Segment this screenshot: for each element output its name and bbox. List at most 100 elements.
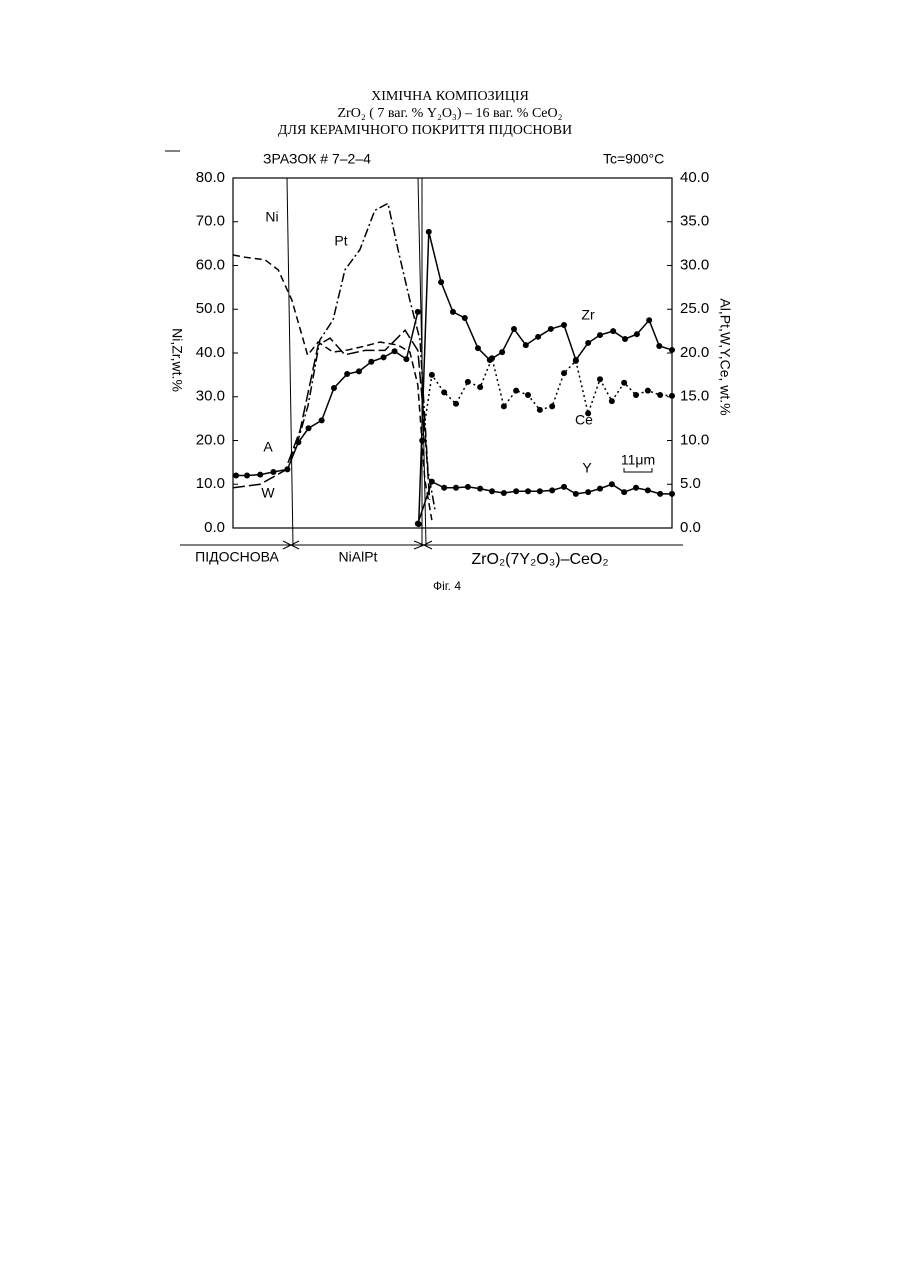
y2-tick-label: 35.0 (680, 213, 709, 230)
y2-tick-label: 15.0 (680, 388, 709, 405)
data-point (645, 487, 651, 493)
data-point (368, 359, 374, 365)
data-point (415, 521, 421, 527)
data-point (561, 484, 567, 490)
data-point (610, 328, 616, 334)
y2-tick-label: 0.0 (680, 519, 701, 536)
data-point (453, 401, 459, 407)
data-point (548, 326, 554, 332)
y2-tick-label: 25.0 (680, 300, 709, 317)
data-point (233, 473, 239, 479)
data-point (656, 343, 662, 349)
title-line: ХІМІЧНА КОМПОЗИЦІЯ (371, 89, 529, 104)
data-point (633, 485, 639, 491)
data-point (573, 358, 579, 364)
y2-tick-label: 5.0 (680, 475, 701, 492)
data-point (438, 279, 444, 285)
data-point (465, 484, 471, 490)
data-point (244, 473, 250, 479)
data-point (585, 489, 591, 495)
data-point (477, 486, 483, 492)
y-tick-label: 10.0 (196, 475, 225, 492)
data-point (426, 229, 432, 235)
y-tick-label: 80.0 (196, 169, 225, 186)
data-point (489, 355, 495, 361)
data-point (609, 481, 615, 487)
data-point (429, 372, 435, 378)
data-point (511, 326, 517, 332)
data-point (669, 491, 675, 497)
y2-tick-label: 30.0 (680, 256, 709, 273)
y-tick-label: 0.0 (204, 519, 225, 536)
y2-axis-label: Al,Pt,W,Y,Ce, wt.% (717, 298, 733, 415)
data-point (331, 385, 337, 391)
region-label: NiAlPt (339, 549, 378, 565)
series-label: Ni (265, 209, 278, 225)
boundary (287, 178, 293, 545)
data-point (597, 486, 603, 492)
data-point (633, 392, 639, 398)
data-point (573, 491, 579, 497)
series-label: Y (582, 460, 592, 476)
data-point (525, 392, 531, 398)
page: {"chart_data": { "type": "line", "title"… (0, 0, 901, 1273)
data-point (462, 315, 468, 321)
data-point (344, 371, 350, 377)
data-point (622, 336, 628, 342)
y-tick-label: 60.0 (196, 256, 225, 273)
y-tick-label: 20.0 (196, 431, 225, 448)
data-point (319, 417, 325, 423)
data-point (597, 376, 603, 382)
region-label: ZrO₂(7Y₂O₃)–CeO₂ (471, 551, 608, 568)
title-line: ZrO₂ ( 7 ваг. % Y₂O₃) – 16 ваг. % CeO₂ (338, 106, 563, 121)
data-point (441, 485, 447, 491)
data-point (646, 317, 652, 323)
data-point (535, 334, 541, 340)
series-label: Zr (581, 307, 595, 323)
scale-bar-label: 11μm (621, 452, 655, 468)
series-label: Pt (334, 233, 347, 249)
y2-tick-label: 40.0 (680, 169, 709, 186)
series-line (419, 232, 672, 524)
caption: Фіг. 4 (433, 579, 461, 593)
y-tick-label: 40.0 (196, 344, 225, 361)
data-point (392, 348, 398, 354)
data-point (561, 370, 567, 376)
data-point (645, 388, 651, 394)
data-point (621, 489, 627, 495)
y-tick-label: 70.0 (196, 213, 225, 230)
temperature-label: Tc=900°C (603, 151, 664, 167)
data-point (441, 389, 447, 395)
data-point (585, 340, 591, 346)
y2-tick-label: 10.0 (680, 431, 709, 448)
data-point (415, 309, 421, 315)
data-point (419, 438, 425, 444)
series-label: Ce (575, 412, 593, 428)
data-point (523, 342, 529, 348)
data-point (669, 393, 675, 399)
data-point (597, 332, 603, 338)
data-point (356, 368, 362, 374)
data-point (657, 491, 663, 497)
data-point (475, 345, 481, 351)
data-point (306, 425, 312, 431)
sample-label: ЗРАЗОК # 7–2–4 (263, 151, 371, 167)
data-point (403, 356, 409, 362)
data-point (513, 388, 519, 394)
data-point (537, 488, 543, 494)
data-point (634, 331, 640, 337)
data-point (513, 488, 519, 494)
y-tick-label: 30.0 (196, 388, 225, 405)
series-label: A (263, 439, 273, 455)
y-axis-label: Ni,Zr,wt.% (169, 328, 185, 392)
data-point (621, 380, 627, 386)
data-point (609, 398, 615, 404)
title-line: ДЛЯ КЕРАМІЧНОГО ПОКРИТТЯ ПІДОСНОВИ (278, 123, 572, 138)
data-point (450, 309, 456, 315)
data-point (501, 403, 507, 409)
y-tick-label: 50.0 (196, 300, 225, 317)
chart: ХІМІЧНА КОМПОЗИЦІЯ ZrO₂ ( 7 ваг. % Y₂O₃)… (0, 0, 901, 1273)
series-line (290, 203, 435, 509)
data-point (429, 479, 435, 485)
data-point (525, 488, 531, 494)
